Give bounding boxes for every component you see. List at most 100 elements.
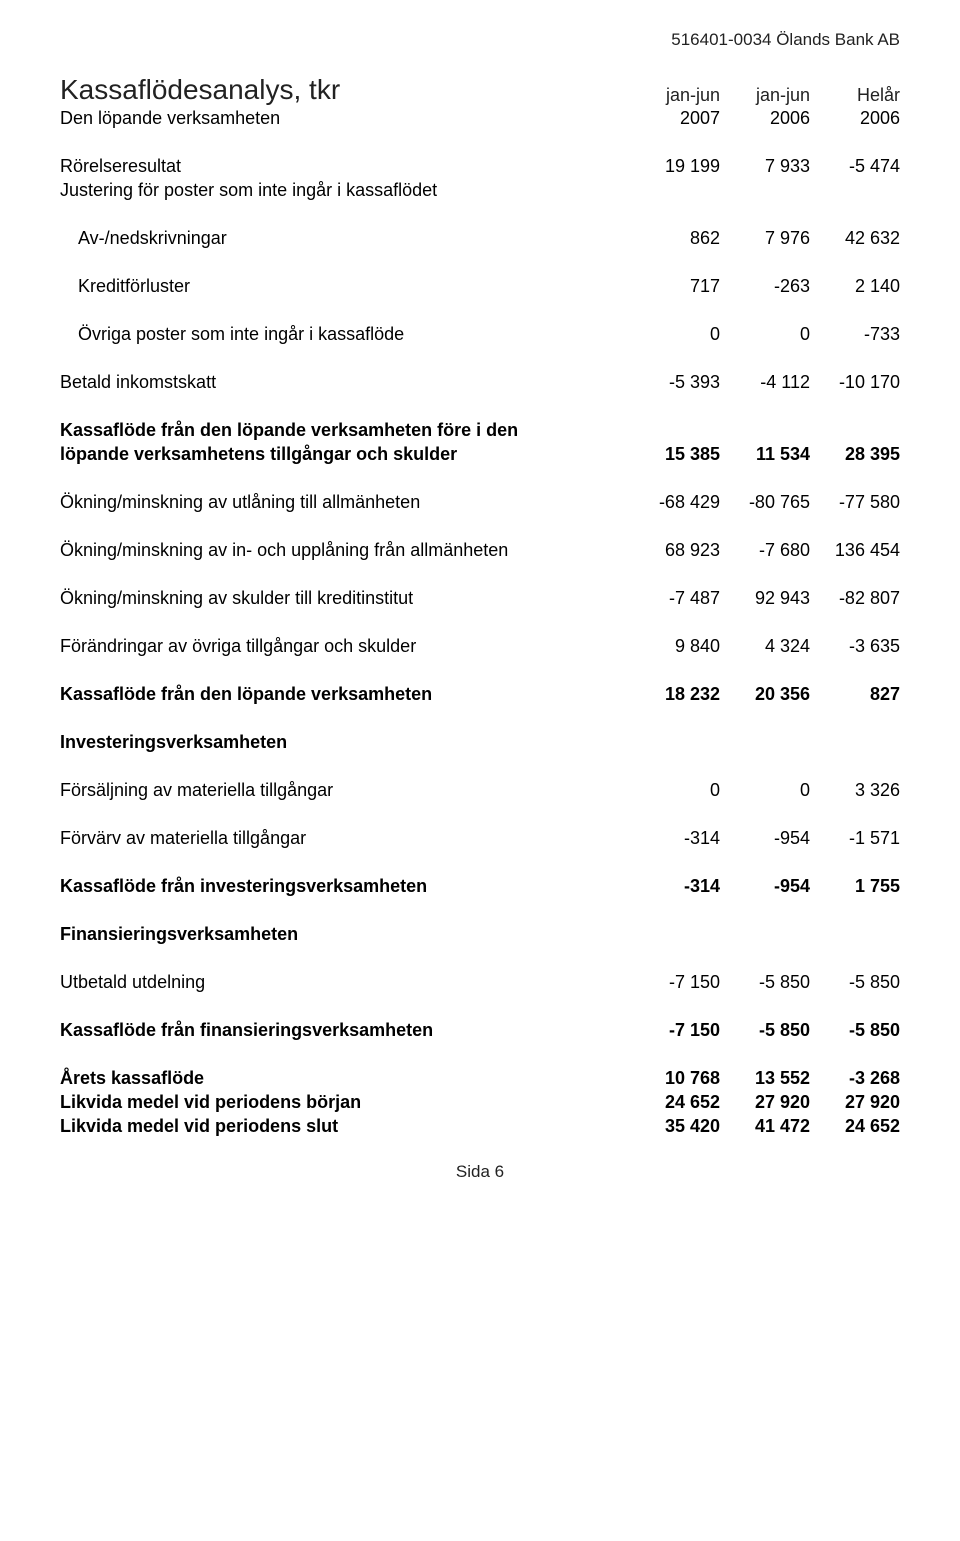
label: Rörelseresultat (60, 156, 630, 177)
value: -733 (810, 324, 900, 345)
value: 68 923 (630, 540, 720, 561)
row-ovriga-poster: Övriga poster som inte ingår i kassaflöd… (60, 324, 900, 348)
spacer (60, 132, 900, 156)
label: Utbetald utdelning (60, 972, 630, 993)
row-kf-lopande: Kassaflöde från den löpande verksamheten… (60, 684, 900, 708)
value: 2 140 (810, 276, 900, 297)
value: 24 652 (630, 1092, 720, 1113)
value: 9 840 (630, 636, 720, 657)
value: -314 (630, 828, 720, 849)
value: -7 680 (720, 540, 810, 561)
spacer (60, 660, 900, 684)
value: 41 472 (720, 1116, 810, 1137)
value: 11 534 (720, 444, 810, 465)
label: Ökning/minskning av in- och upplåning fr… (60, 540, 630, 561)
col-year-1: 2007 (630, 108, 720, 129)
row-kf-finans: Kassaflöde från finansieringsverksamhete… (60, 1020, 900, 1044)
label: Förvärv av materiella tillgångar (60, 828, 630, 849)
row-betald-skatt: Betald inkomstskatt -5 393 -4 112 -10 17… (60, 372, 900, 396)
label: Investeringsverksamheten (60, 732, 630, 753)
value: -82 807 (810, 588, 900, 609)
label: Övriga poster som inte ingår i kassaflöd… (60, 324, 630, 345)
spacer (60, 516, 900, 540)
value: 3 326 (810, 780, 900, 801)
row-forsaljning: Försäljning av materiella tillgångar 0 0… (60, 780, 900, 804)
value: -314 (630, 876, 720, 897)
value: -10 170 (810, 372, 900, 393)
value: -3 635 (810, 636, 900, 657)
col-period-3: Helår (810, 85, 900, 106)
spacer (60, 852, 900, 876)
value: 0 (720, 780, 810, 801)
value: 7 933 (720, 156, 810, 177)
document-page: 516401-0034 Ölands Bank AB Kassaflödesan… (0, 0, 960, 1222)
value: 7 976 (720, 228, 810, 249)
label: Kassaflöde från investeringsverksamheten (60, 876, 630, 897)
spacer (60, 252, 900, 276)
label: löpande verksamhetens tillgångar och sku… (60, 444, 630, 465)
section-subtitle: Den löpande verksamheten (60, 108, 630, 129)
row-upplaning: Ökning/minskning av in- och upplåning fr… (60, 540, 900, 564)
spacer (60, 756, 900, 780)
spacer (60, 564, 900, 588)
value: 24 652 (810, 1116, 900, 1137)
label: Likvida medel vid periodens början (60, 1092, 630, 1113)
row-skulder-kredit: Ökning/minskning av skulder till krediti… (60, 588, 900, 612)
spacer (60, 948, 900, 972)
label: Betald inkomstskatt (60, 372, 630, 393)
value: -954 (720, 828, 810, 849)
spacer (60, 468, 900, 492)
value: 92 943 (720, 588, 810, 609)
label: Förändringar av övriga tillgångar och sk… (60, 636, 630, 657)
col-year-2: 2006 (720, 108, 810, 129)
value: -80 765 (720, 492, 810, 513)
row-rorelseresultat: Rörelseresultat 19 199 7 933 -5 474 (60, 156, 900, 180)
row-kf-invest: Kassaflöde från investeringsverksamheten… (60, 876, 900, 900)
label: Försäljning av materiella tillgångar (60, 780, 630, 801)
title-row: Kassaflödesanalys, tkr jan-jun jan-jun H… (60, 74, 900, 106)
spacer (60, 708, 900, 732)
label: Ökning/minskning av utlåning till allmän… (60, 492, 630, 513)
label: Finansieringsverksamheten (60, 924, 630, 945)
spacer (60, 204, 900, 228)
value: 18 232 (630, 684, 720, 705)
label: Kassaflöde från den löpande verksamheten… (60, 420, 630, 441)
row-finans-title: Finansieringsverksamheten (60, 924, 900, 948)
value: -7 150 (630, 1020, 720, 1041)
value: -7 487 (630, 588, 720, 609)
value: -5 393 (630, 372, 720, 393)
row-forvarv: Förvärv av materiella tillgångar -314 -9… (60, 828, 900, 852)
value: 10 768 (630, 1068, 720, 1089)
label: Ökning/minskning av skulder till krediti… (60, 588, 630, 609)
row-kf-fore-2: löpande verksamhetens tillgångar och sku… (60, 444, 900, 468)
col-year-3: 2006 (810, 108, 900, 129)
page-title: Kassaflödesanalys, tkr (60, 74, 630, 106)
value: 862 (630, 228, 720, 249)
row-arets: Årets kassaflöde 10 768 13 552 -3 268 (60, 1068, 900, 1092)
value: -7 150 (630, 972, 720, 993)
label: Likvida medel vid periodens slut (60, 1116, 630, 1137)
label: Kassaflöde från finansieringsverksamhete… (60, 1020, 630, 1041)
label: Av-/nedskrivningar (60, 228, 630, 249)
value: 0 (630, 324, 720, 345)
year-row: Den löpande verksamheten 2007 2006 2006 (60, 108, 900, 132)
row-utdelning: Utbetald utdelning -7 150 -5 850 -5 850 (60, 972, 900, 996)
spacer (60, 804, 900, 828)
value: -1 571 (810, 828, 900, 849)
value: -3 268 (810, 1068, 900, 1089)
page-number: Sida 6 (60, 1162, 900, 1182)
value: 28 395 (810, 444, 900, 465)
value: -5 850 (720, 1020, 810, 1041)
value: 27 920 (720, 1092, 810, 1113)
value: 0 (720, 324, 810, 345)
label: Årets kassaflöde (60, 1068, 630, 1089)
value: -5 850 (810, 1020, 900, 1041)
row-kf-fore-1: Kassaflöde från den löpande verksamheten… (60, 420, 900, 444)
label: Kreditförluster (60, 276, 630, 297)
value: -263 (720, 276, 810, 297)
spacer (60, 348, 900, 372)
row-utlaning: Ökning/minskning av utlåning till allmän… (60, 492, 900, 516)
row-forandr-ovriga: Förändringar av övriga tillgångar och sk… (60, 636, 900, 660)
value: 717 (630, 276, 720, 297)
col-period-2: jan-jun (720, 85, 810, 106)
